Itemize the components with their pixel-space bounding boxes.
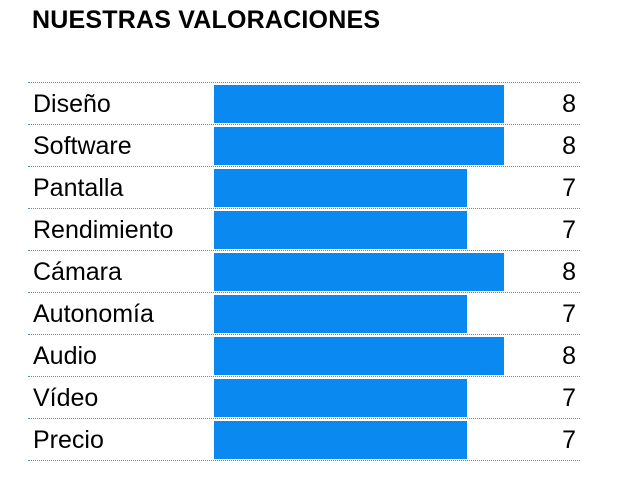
rating-row-diseno: Diseño 8 — [28, 83, 580, 125]
rating-value: 7 — [562, 300, 576, 328]
rating-bar — [214, 295, 467, 333]
rating-label: Cámara — [33, 258, 122, 286]
rating-label: Pantalla — [33, 174, 124, 202]
bar-track — [214, 169, 504, 207]
bar-track — [214, 211, 504, 249]
rating-bar — [214, 169, 467, 207]
rating-bar — [214, 379, 467, 417]
bar-track — [214, 421, 504, 459]
rating-value: 8 — [562, 132, 576, 160]
rating-row-audio: Audio 8 — [28, 335, 580, 377]
rating-label: Audio — [33, 342, 97, 370]
bar-track — [214, 253, 504, 291]
rating-row-software: Software 8 — [28, 125, 580, 167]
rating-bar — [214, 253, 504, 291]
bar-track — [214, 379, 504, 417]
rating-row-autonomia: Autonomía 7 — [28, 293, 580, 335]
rating-label: Software — [33, 132, 132, 160]
rating-label: Diseño — [33, 90, 111, 118]
rating-value: 7 — [562, 216, 576, 244]
rating-label: Vídeo — [33, 384, 99, 412]
chart-title: NUESTRAS VALORACIONES — [32, 6, 381, 34]
rating-row-camara: Cámara 8 — [28, 251, 580, 293]
rating-bar — [214, 85, 504, 123]
bar-track — [214, 85, 504, 123]
rating-value: 7 — [562, 384, 576, 412]
bar-track — [214, 127, 504, 165]
rating-value: 7 — [562, 426, 576, 454]
rating-bar — [214, 211, 467, 249]
bar-track — [214, 337, 504, 375]
rating-bar — [214, 421, 467, 459]
rating-label: Rendimiento — [33, 216, 174, 244]
rating-value: 8 — [562, 90, 576, 118]
rating-value: 7 — [562, 174, 576, 202]
rating-value: 8 — [562, 258, 576, 286]
rating-label: Autonomía — [33, 300, 154, 328]
rating-row-precio: Precio 7 — [28, 419, 580, 461]
rating-row-pantalla: Pantalla 7 — [28, 167, 580, 209]
rating-row-rendimiento: Rendimiento 7 — [28, 209, 580, 251]
rating-row-video: Vídeo 7 — [28, 377, 580, 419]
rating-bar — [214, 337, 504, 375]
ratings-table: Diseño 8 Software 8 Pantalla 7 Rendimien… — [28, 82, 580, 461]
rating-value: 8 — [562, 342, 576, 370]
bar-track — [214, 295, 504, 333]
rating-bar — [214, 127, 504, 165]
rating-label: Precio — [33, 426, 104, 454]
